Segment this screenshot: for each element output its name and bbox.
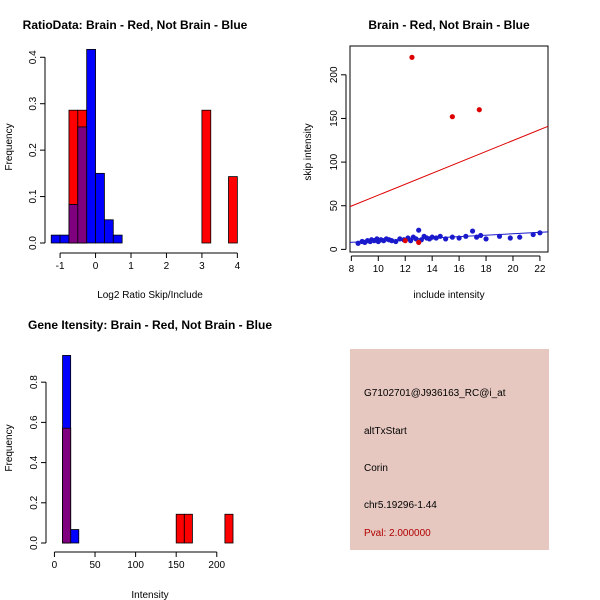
scatter-point-not-brain [496,233,503,239]
scatter-point-not-brain [393,238,399,245]
gene-intensity-x-tick-label: 0 [52,560,58,571]
gene-intensity-y-tick-label: 0.4 [29,455,40,469]
scatter-point-not-brain [517,234,523,240]
scatter-y-tick-label: 200 [329,66,340,83]
ratio-histogram-x-tick-label: 0 [93,261,99,272]
gene-intensity-panel: Gene Itensity: Brain - Red, Not Brain - … [4,318,272,600]
ratio-histogram-y-tick-label: 0.0 [28,236,39,250]
ratio-histogram-y-tick-label: 0.3 [28,96,39,110]
scatter-point-not-brain [463,233,469,239]
scatter-point-brain [409,54,415,60]
gene-intensity-bar-not-brain [70,529,80,544]
gene-intensity-y-tick-label: 0.2 [29,495,40,509]
scatter-y-tick-label: 0 [329,246,340,252]
gene-intensity-x-tick-label: 200 [208,560,225,571]
scatter-point-not-brain [507,235,513,241]
scatter-point-not-brain [437,233,443,239]
gene-intensity-x-tick-label: 100 [127,560,144,571]
scatter-x-tick-label: 14 [427,264,439,275]
ratio-histogram-xlabel: Log2 Ratio Skip/Include [97,290,203,301]
ratio-histogram-y-tick-label: 0.2 [28,143,39,157]
scatter-x-tick-label: 10 [373,264,385,275]
ratio-histogram-x-tick-label: 3 [199,261,205,272]
scatter-point-not-brain [389,238,395,244]
scatter-x-tick-label: 20 [507,264,519,275]
gene-intensity-ylabel: Frequency [4,424,15,471]
scatter-point-brain [476,107,482,113]
scatter-plot-box [349,45,549,253]
scatter-point-not-brain [474,234,480,240]
scatter-point-not-brain [429,234,435,240]
scatter-x-tick-label: 18 [480,264,492,275]
ratio-histogram-bar-not-brain [112,234,123,244]
scatter-ylabel: skip intensity [303,123,314,180]
scatter-y-tick-label: 50 [329,200,340,212]
ratio-histogram-x-tick-label: 4 [235,261,241,272]
ratio-histogram-bar-not-brain [86,48,96,244]
ratio-histogram-title: RatioData: Brain - Red, Not Brain - Blue [23,18,248,32]
ratio-histogram-bar-not-brain [50,234,61,244]
ratio-histogram-x-tick-label: 2 [164,261,170,272]
scatter-point-not-brain [478,232,484,239]
gene-intensity-bar-brain [175,513,185,544]
scatter-title: Brain - Red, Not Brain - Blue [368,18,530,32]
pval-text: Pval: 2.000000 [364,528,431,539]
scatter-x-tick-label: 16 [454,264,466,275]
scatter-point-not-brain [483,236,489,242]
scatter-point-not-brain [456,235,462,241]
genomic-location-text: chr5.19296-1.44 [364,500,437,511]
gene-intensity-y-tick-label: 0.0 [29,536,40,550]
gene-intensity-x-tick-label: 150 [168,560,185,571]
event-type-text: altTxStart [364,426,407,437]
ratio-histogram-y-tick-label: 0.4 [28,50,39,64]
scatter-point-not-brain [397,236,403,242]
scatter-point-not-brain [530,231,536,238]
ratio-histogram-x-tick-label: -1 [56,261,65,272]
scatter-y-tick-label: 100 [329,153,340,170]
scatter-x-tick-label: 12 [400,264,412,275]
gene-intensity-xlabel: Intensity [131,590,168,600]
ratio-histogram-bar-brain [201,109,212,244]
scatter-point-brain [416,239,422,245]
gene-intensity-bar-overlap [62,427,72,544]
scatter-point-not-brain [355,240,361,246]
scatter-x-tick-label: 22 [534,264,546,275]
ratio-histogram-bar-brain [228,176,238,244]
ratio-histogram-ylabel: Frequency [4,123,15,170]
info-panel: G7102701@J936163_RC@i_at altTxStart Cori… [350,349,549,550]
scatter-point-not-brain [449,234,455,240]
gene-intensity-x-tick-label: 50 [89,560,101,571]
ratio-histogram-bar-not-brain [59,234,70,244]
scatter-point-not-brain [469,228,476,234]
gene-intensity-y-tick-label: 0.8 [29,375,40,389]
ratio-histogram-panel: RatioData: Brain - Red, Not Brain - Blue… [4,18,248,301]
gene-name-text: Corin [364,463,388,474]
scatter-point-not-brain [443,236,449,242]
ratio-histogram-bar-overlap [68,204,79,244]
scatter-point-brain [449,114,455,120]
scatter-point-not-brain [416,227,422,233]
scatter-xlabel: include intensity [413,290,484,301]
scatter-x-tick-label: 8 [349,264,355,275]
scatter-fit-line-brain [349,125,549,208]
ratio-histogram-y-tick-label: 0.1 [28,189,39,203]
scatter-point-brain [402,238,408,244]
ratio-histogram-bar-overlap [77,126,88,244]
ratio-histogram-bar-not-brain [95,172,105,244]
probe-id-text: G7102701@J936163_RC@i_at [364,388,506,399]
scatter-point-not-brain [433,235,439,241]
scatter-point-not-brain [537,230,543,236]
info-panel-background [350,349,549,550]
ratio-histogram-bar-not-brain [104,219,114,244]
gene-intensity-title: Gene Itensity: Brain - Red, Not Brain - … [28,318,272,332]
gene-intensity-bar-brain [224,513,234,544]
gene-intensity-bar-brain [183,513,193,544]
gene-intensity-y-tick-label: 0.6 [29,415,40,429]
scatter-panel: Brain - Red, Not Brain - Blue include in… [303,18,549,301]
scatter-y-tick-label: 150 [329,110,340,127]
ratio-histogram-x-tick-label: 1 [128,261,134,272]
